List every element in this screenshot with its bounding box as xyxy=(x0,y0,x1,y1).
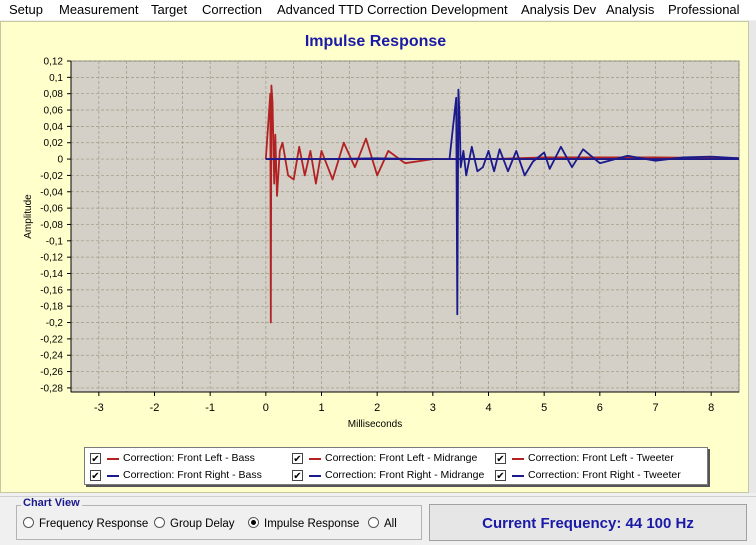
y-axis-label: Amplitude xyxy=(23,194,34,239)
legend-checkbox[interactable]: ✔ xyxy=(90,470,101,482)
x-tick-label: -2 xyxy=(150,402,160,414)
y-tick-label: 0,06 xyxy=(44,106,64,117)
menu-bar: Setup Measurement Target Correction Adva… xyxy=(0,0,756,20)
legend-label: Correction: Front Right - Bass xyxy=(123,469,262,481)
menu-analysis[interactable]: Analysis xyxy=(606,2,655,17)
radio-group-delay[interactable]: Group Delay xyxy=(154,517,235,530)
y-tick-label: -0,12 xyxy=(40,253,63,264)
chart-panel: Impulse Response 0,12 0,1 0,08 0,06 0,04 0,02… xyxy=(0,21,749,493)
y-tick-label: 0,12 xyxy=(44,57,64,68)
chart-view-title: Chart View xyxy=(21,497,82,509)
chart-view-group: Chart View Frequency Response Group Dela… xyxy=(16,497,422,540)
divider xyxy=(0,496,756,497)
menu-target[interactable]: Target xyxy=(151,2,188,17)
radio-circle-selected[interactable] xyxy=(248,517,259,528)
x-tick-label: 3 xyxy=(430,402,436,414)
menu-advanced-ttd-correction[interactable]: Advanced TTD Correction xyxy=(277,2,428,17)
menu-professional[interactable]: Professional xyxy=(668,2,740,17)
y-tick-label: -0,06 xyxy=(40,204,63,215)
menu-measurement[interactable]: Measurement xyxy=(59,2,139,17)
x-tick-label: 8 xyxy=(708,402,714,414)
x-axis-label: Milliseconds xyxy=(348,419,402,430)
y-tick-label: -0,14 xyxy=(40,269,63,280)
y-tick-label: -0,28 xyxy=(40,383,63,394)
current-frequency-readout: Current Frequency: 44 100 Hz xyxy=(482,515,694,532)
radio-label: Group Delay xyxy=(170,518,235,530)
x-tick-label: 4 xyxy=(485,402,491,414)
menu-setup[interactable]: Setup xyxy=(9,2,43,17)
x-tick-label: 5 xyxy=(541,402,547,414)
y-tick-label: -0,2 xyxy=(46,318,64,329)
y-tick-label: -0,22 xyxy=(40,334,63,345)
y-tick-label: -0,08 xyxy=(40,220,63,231)
x-tick-label: 7 xyxy=(652,402,658,414)
series-line-correction-front-left-bass xyxy=(264,84,740,324)
legend-swatch xyxy=(512,475,524,477)
y-tick-label: -0,1 xyxy=(46,236,64,247)
radio-circle[interactable] xyxy=(23,517,34,528)
y-tick-label: -0,04 xyxy=(40,187,63,198)
radio-circle[interactable] xyxy=(368,517,379,528)
y-tick-label: 0,08 xyxy=(44,89,64,100)
chart-title: Impulse Response xyxy=(304,33,447,50)
y-tick-label: -0,18 xyxy=(40,302,63,313)
y-tick-label: 0,04 xyxy=(44,122,64,133)
legend-label: Correction: Front Left - Bass xyxy=(123,452,255,464)
menu-analysis-dev[interactable]: Analysis Dev xyxy=(521,2,597,17)
radio-circle[interactable] xyxy=(154,517,165,528)
legend-swatch xyxy=(309,475,321,477)
chart-legend: ✔ Correction: Front Left - Bass ✔ Correc… xyxy=(84,447,708,485)
legend-label: Correction: Front Left - Tweeter xyxy=(528,452,674,464)
x-tick-label: -1 xyxy=(205,402,215,414)
radio-frequency-response[interactable]: Frequency Response xyxy=(23,517,148,530)
y-tick-label: -0,16 xyxy=(40,285,63,296)
legend-swatch xyxy=(107,475,119,477)
menu-development[interactable]: Development xyxy=(431,2,508,17)
y-tick-label: 0,1 xyxy=(49,73,63,84)
legend-checkbox[interactable]: ✔ xyxy=(495,470,506,482)
series-line-correction-front-right-midrange xyxy=(448,88,740,316)
legend-checkbox[interactable]: ✔ xyxy=(90,453,101,465)
legend-label: Correction: Front Right - Tweeter xyxy=(528,469,681,481)
y-tick-label: 0,02 xyxy=(44,138,64,149)
y-tick-label: 0 xyxy=(57,155,63,166)
radio-label: All xyxy=(384,518,397,530)
radio-impulse-response[interactable]: Impulse Response xyxy=(248,517,359,530)
y-tick-label: -0,26 xyxy=(40,367,63,378)
radio-label: Frequency Response xyxy=(39,518,149,530)
y-tick-label: -0,02 xyxy=(40,171,63,182)
current-frequency-panel: Current Frequency: 44 100 Hz xyxy=(429,504,747,541)
x-tick-label: 1 xyxy=(318,402,324,414)
legend-checkbox[interactable]: ✔ xyxy=(292,470,303,482)
legend-checkbox[interactable]: ✔ xyxy=(495,453,506,465)
radio-label: Impulse Response xyxy=(264,518,360,530)
x-tick-label: -3 xyxy=(94,402,104,414)
legend-swatch xyxy=(309,458,321,460)
radio-all[interactable]: All xyxy=(368,517,397,530)
legend-label: Correction: Front Right - Midrange xyxy=(325,469,485,481)
vertical-scrollbar[interactable] xyxy=(749,21,756,493)
legend-checkbox[interactable]: ✔ xyxy=(292,453,303,465)
x-tick-label: 2 xyxy=(374,402,380,414)
y-tick-label: -0,24 xyxy=(40,351,63,362)
x-tick-label: 0 xyxy=(263,402,269,414)
menu-correction[interactable]: Correction xyxy=(202,2,262,17)
legend-label: Correction: Front Left - Midrange xyxy=(325,452,478,464)
legend-swatch xyxy=(512,458,524,460)
impulse-response-chart: 0,12 0,1 0,08 0,06 0,04 0,02 0 -0,02 -0,04 -0,06 -… xyxy=(23,57,740,430)
x-tick-label: 6 xyxy=(597,402,603,414)
legend-swatch xyxy=(107,458,119,460)
